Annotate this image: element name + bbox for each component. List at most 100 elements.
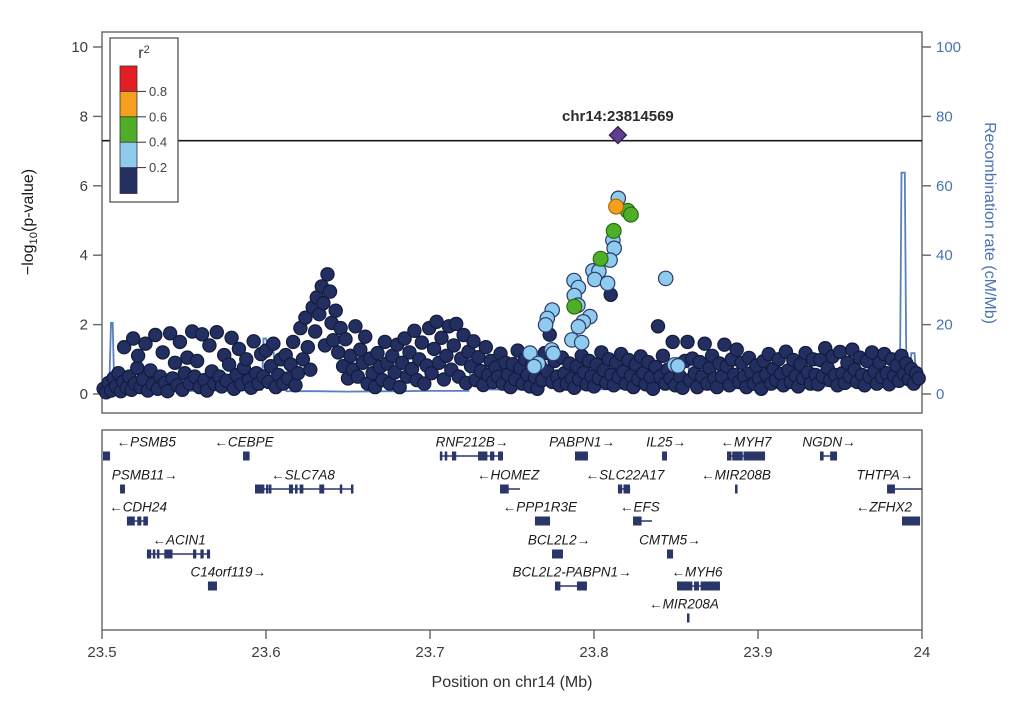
right-axis-tick-label: 100 bbox=[936, 39, 961, 56]
gwas-point-r2_lt_0.2 bbox=[320, 267, 335, 282]
gwas-point-r2_0.2_0.4 bbox=[545, 345, 562, 362]
gene-myh7: ←MYH7 bbox=[721, 435, 772, 461]
gwas-point-r2_lt_0.2 bbox=[414, 335, 429, 350]
gwas-point-r2_0.2_0.4 bbox=[526, 358, 542, 375]
left-axis-tick-label: 4 bbox=[80, 247, 88, 264]
x-axis-tick-label: 23.7 bbox=[415, 644, 444, 661]
gene-exon bbox=[686, 613, 690, 623]
gwas-point-r2_lt_0.2 bbox=[172, 334, 188, 350]
gwas-point-r2_0.2_0.4 bbox=[586, 271, 603, 288]
gwas-point-r2_lt_0.2 bbox=[231, 341, 247, 357]
gene-label: ←ACIN1 bbox=[152, 533, 205, 548]
gene-exon bbox=[444, 451, 448, 461]
legend-tick-label: 0.8 bbox=[149, 84, 167, 99]
gwas-point-r2_lt_0.2 bbox=[655, 348, 671, 363]
gene-exon bbox=[164, 549, 173, 559]
left-axis-tick-label: 10 bbox=[71, 39, 88, 56]
gwas-point-r2_lt_0.2 bbox=[407, 323, 422, 338]
gene-panel-frame bbox=[101, 429, 923, 631]
left-axis-tick-label: 2 bbox=[80, 317, 88, 334]
legend-swatch bbox=[119, 65, 138, 93]
gene-exon bbox=[498, 451, 503, 461]
gwas-point-r2_0.2_0.4 bbox=[573, 334, 590, 351]
gene-exon bbox=[500, 484, 509, 494]
gene-bcl2l2-pabpn1: BCL2L2-PABPN1→ bbox=[512, 565, 632, 591]
right-axis-tick-label: 80 bbox=[936, 108, 953, 125]
gwas-point-r2_lt_0.2 bbox=[370, 345, 385, 361]
legend-swatch bbox=[119, 116, 138, 144]
y-axis-label-left: −log10(p-value) bbox=[20, 169, 40, 275]
gwas-point-r2_lt_0.2 bbox=[288, 378, 303, 393]
gwas-point-r2_lt_0.2 bbox=[680, 334, 695, 350]
gene-bcl2l2: BCL2L2→ bbox=[528, 533, 590, 559]
gene-efs: ←EFS bbox=[620, 500, 660, 526]
gwas-point-r2_lt_0.2 bbox=[167, 355, 183, 370]
gene-label: ←CEBPE bbox=[214, 435, 274, 450]
gwas-point-r2_lt_0.2 bbox=[377, 334, 393, 350]
gene-exon bbox=[295, 484, 298, 494]
gene-exon bbox=[490, 451, 495, 461]
gene-exon bbox=[319, 484, 325, 494]
gwas-point-r2_lt_0.2 bbox=[130, 348, 146, 363]
gene-exon bbox=[743, 451, 766, 461]
gene-label: ←PPP1R3E bbox=[503, 500, 578, 515]
gene-exon bbox=[633, 516, 642, 526]
gwas-point-r2_lt_0.2 bbox=[290, 366, 306, 381]
gene-exon bbox=[439, 451, 443, 461]
x-axis-tick-label: 24 bbox=[914, 644, 931, 661]
gene-label: ←SLC7A8 bbox=[271, 468, 335, 483]
gene-label: THTPA→ bbox=[857, 468, 914, 483]
gene-label: ←EFS bbox=[620, 500, 660, 515]
right-axis-tick-label: 0 bbox=[936, 386, 944, 403]
left-axis-tick-label: 0 bbox=[80, 386, 88, 403]
gene-label: ←MIR208B bbox=[701, 468, 771, 483]
gwas-point-r2_lt_0.2 bbox=[285, 334, 301, 350]
gene-exon bbox=[576, 581, 587, 591]
gwas-point-r2_lt_0.2 bbox=[155, 345, 170, 360]
gwas-point-r2_lt_0.2 bbox=[300, 340, 315, 355]
gwas-point-r2_lt_0.2 bbox=[478, 340, 493, 355]
gwas-point-r2_lt_0.2 bbox=[439, 348, 454, 363]
gene-exon bbox=[694, 581, 699, 591]
association-panel-frame bbox=[101, 31, 923, 414]
lead-snp-diamond bbox=[608, 125, 628, 145]
gene-exon bbox=[200, 549, 204, 559]
y-axis-label-left-suffix: (p-value) bbox=[19, 168, 37, 232]
gwas-point-r2_lt_0.2 bbox=[138, 336, 153, 351]
gene-exon bbox=[887, 484, 895, 494]
gwas-point-r2_lt_0.2 bbox=[446, 338, 461, 353]
gene-exon bbox=[574, 451, 588, 461]
gene-label: ←PSMB5 bbox=[117, 435, 177, 450]
gene-cebpe: ←CEBPE bbox=[214, 435, 275, 461]
gene-exon bbox=[727, 451, 732, 461]
gwas-point-r2_lt_0.2 bbox=[326, 333, 341, 348]
right-axis-tick-label: 40 bbox=[936, 247, 953, 264]
gene-psmb5: ←PSMB5 bbox=[102, 435, 177, 461]
left-axis-tick-label: 8 bbox=[80, 108, 88, 125]
gene-cmtm5: CMTM5→ bbox=[639, 533, 701, 559]
gwas-point-r2_lt_0.2 bbox=[350, 369, 365, 384]
gene-exon bbox=[662, 451, 667, 461]
gene-label: C14orf119→ bbox=[191, 565, 267, 580]
gene-exon bbox=[830, 451, 838, 461]
gwas-point-r2_lt_0.2 bbox=[650, 319, 666, 334]
gene-il25: IL25→ bbox=[646, 435, 686, 461]
gwas-point-r2_0.4_0.6 bbox=[622, 206, 639, 223]
gwas-point-r2_0.2_0.4 bbox=[599, 275, 616, 292]
gene-exon bbox=[156, 549, 160, 559]
gene-label: PABPN1→ bbox=[549, 435, 615, 450]
gene-label: ←CDH24 bbox=[109, 500, 167, 515]
gwas-point-r2_lt_0.2 bbox=[224, 330, 239, 345]
gene-label: PSMB11→ bbox=[112, 468, 178, 483]
gene-exon bbox=[552, 549, 564, 559]
gwas-point-r2_lt_0.2 bbox=[189, 353, 205, 369]
gene-exon bbox=[339, 484, 343, 494]
gene-label: RNF212B→ bbox=[436, 435, 509, 450]
gwas-point-r2_lt_0.2 bbox=[209, 325, 224, 340]
gwas-point-r2_lt_0.2 bbox=[717, 337, 732, 352]
gene-exon bbox=[255, 484, 265, 494]
gene-exon bbox=[666, 549, 674, 559]
gene-exon bbox=[137, 516, 142, 526]
gwas-point-r2_lt_0.2 bbox=[331, 345, 346, 360]
y-axis-label-right: Recombination rate (cM/Mb) bbox=[981, 122, 998, 324]
